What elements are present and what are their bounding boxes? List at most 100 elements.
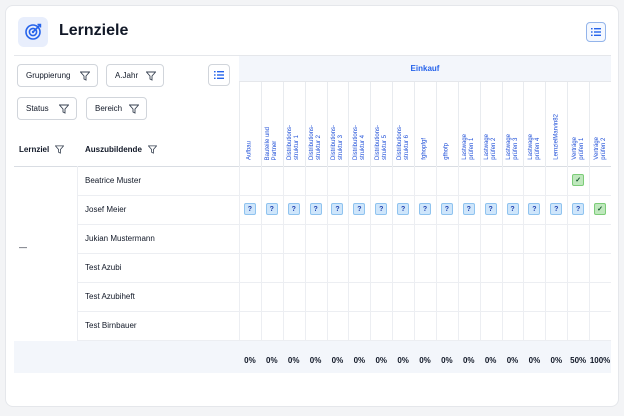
topic-label: Distributions- struktur 2 (309, 124, 323, 160)
lernziele-card: Lernziele Einkauf Aufbau Bauteile und Par… (5, 5, 619, 407)
status-badge-open[interactable]: ? (440, 203, 453, 215)
total-percentage: 0% (287, 356, 300, 365)
totals-row: 0% 0% 0% 0% 0% 0% 0% 0% 0% 0% 0% 0% 0% 0% 0% 50% 100% (14, 341, 611, 373)
topic-header: Lastwage prüfen 1 (457, 82, 480, 166)
status-badge-open[interactable]: ? (506, 203, 519, 215)
total-percentage: 0% (462, 356, 475, 365)
filter-bereich-label: Bereich (95, 104, 123, 113)
status-badge-open[interactable]: ? (462, 203, 475, 215)
status-badge-done[interactable]: ✓ (594, 203, 607, 215)
status-badge-open[interactable]: ? (309, 203, 322, 215)
topic-header: Distributions- struktur 1 (282, 82, 305, 166)
status-badge-open[interactable]: ? (528, 203, 541, 215)
row-divider (77, 253, 611, 254)
total-percentage: 100% (589, 356, 611, 365)
total-percentage: 0% (550, 356, 563, 365)
filter-status[interactable]: Status (17, 97, 77, 120)
column-auszubildende[interactable]: Auszubildende (85, 145, 157, 154)
status-badge-open[interactable]: ? (419, 203, 431, 215)
status-badge-open[interactable]: ? (484, 203, 497, 215)
student-name: Jukian Mustermann (85, 234, 155, 243)
filter-gruppierung[interactable]: Gruppierung (17, 64, 98, 87)
status-badge-open[interactable]: ? (287, 203, 300, 215)
total-percentage: 0% (484, 356, 497, 365)
topic-label: Bauteile und Partner (265, 126, 279, 160)
total-percentage: 0% (309, 356, 322, 365)
topic-label: Distributions- struktur 4 (352, 124, 366, 160)
total-percentage: 50% (570, 356, 587, 365)
lernziele-table: Einkauf Aufbau Bauteile und Partner Distri… (14, 55, 611, 373)
topic-label: Lastwage prüfen 2 (484, 134, 498, 160)
topic-header: Lastwage prüfen 2 (479, 82, 502, 166)
topic-header: LernzielMarvin82 (545, 82, 567, 166)
topic-header: Distributions- struktur 4 (348, 82, 370, 166)
topic-header: Distributions- struktur 3 (326, 82, 349, 166)
total-percentage: 0% (266, 356, 278, 365)
total-percentage: 0% (244, 356, 256, 365)
topic-label: Lastwage prüfen 4 (527, 134, 541, 160)
status-badge-open[interactable]: ? (550, 203, 563, 215)
page-title: Lernziele (59, 22, 129, 39)
group-header-einkauf: Einkauf (239, 56, 611, 82)
topic-label: gfhofp (443, 143, 450, 160)
row-divider (77, 224, 611, 225)
topic-header: Lastwage prüfen 4 (523, 82, 545, 166)
row-divider (77, 340, 611, 341)
status-badge-open[interactable]: ? (265, 203, 278, 215)
status-badge-open[interactable]: ? (572, 203, 585, 215)
student-name: Josef Meier (85, 205, 127, 214)
topic-label: Lastwage prüfen 3 (506, 134, 520, 160)
topic-header: Distributions- struktur 5 (370, 82, 392, 166)
total-percentage: 0% (506, 356, 519, 365)
status-badge-open[interactable]: ? (397, 203, 410, 215)
list-icon (591, 28, 601, 36)
total-percentage: 0% (441, 356, 453, 365)
status-badge-open[interactable]: ? (353, 203, 366, 215)
topic-label: Distributions- struktur 1 (287, 124, 301, 160)
topic-header: Distributions- struktur 2 (304, 82, 327, 166)
topic-label: fghopfgf (421, 138, 428, 160)
topic-header: gfhofp (435, 82, 458, 166)
filter-gruppierung-label: Gruppierung (26, 71, 71, 80)
list-menu-button[interactable] (586, 22, 606, 42)
filter-icon (59, 104, 69, 114)
topic-header: Distributions- struktur 6 (392, 82, 414, 166)
filter-icon (129, 104, 139, 114)
topic-label: LernzielMarvin82 (553, 114, 560, 160)
filter-icon[interactable] (55, 145, 65, 154)
table-border (14, 55, 611, 373)
filter-status-label: Status (26, 104, 49, 113)
filter-icon (146, 71, 156, 81)
column-lernziel[interactable]: Lernziel (19, 145, 65, 154)
total-percentage: 0% (331, 356, 344, 365)
status-badge-open[interactable]: ? (243, 203, 256, 215)
status-badge-open[interactable]: ? (375, 203, 388, 215)
row-divider (77, 311, 611, 312)
student-name: Test Azubiheft (85, 292, 135, 301)
student-name: Test Azubi (85, 263, 122, 272)
topic-header: Verträge prüfen 2 (589, 82, 611, 166)
total-percentage: 0% (419, 356, 431, 365)
lernziel-value: — (19, 243, 27, 252)
column-auszubildende-label: Auszubildende (85, 145, 142, 154)
topic-label: Distributions- struktur 5 (374, 124, 388, 160)
filter-ajahr-label: A.Jahr (115, 71, 139, 80)
filter-ajahr[interactable]: A.Jahr (106, 64, 164, 87)
topic-label: Lastwage prüfen 1 (462, 134, 476, 160)
student-name: Test Birnbauer (85, 321, 137, 330)
total-percentage: 0% (375, 356, 387, 365)
topic-header: fghopfgf (414, 82, 436, 166)
topic-header: Lastwage prüfen 3 (501, 82, 524, 166)
row-divider (77, 282, 611, 283)
filter-icon[interactable] (147, 145, 157, 154)
status-badge-done[interactable]: ✓ (572, 174, 585, 186)
list-icon (214, 71, 224, 79)
status-badge-open[interactable]: ? (331, 203, 344, 215)
filter-icon (80, 71, 90, 81)
header-divider (14, 166, 611, 167)
target-icon (18, 17, 48, 47)
row-divider (77, 195, 611, 196)
topic-label: Distributions- struktur 3 (330, 124, 344, 160)
list-view-button[interactable] (208, 64, 230, 86)
filter-bereich[interactable]: Bereich (86, 97, 147, 120)
